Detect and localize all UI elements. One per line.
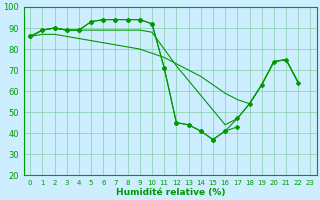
X-axis label: Humidité relative (%): Humidité relative (%)	[116, 188, 225, 197]
